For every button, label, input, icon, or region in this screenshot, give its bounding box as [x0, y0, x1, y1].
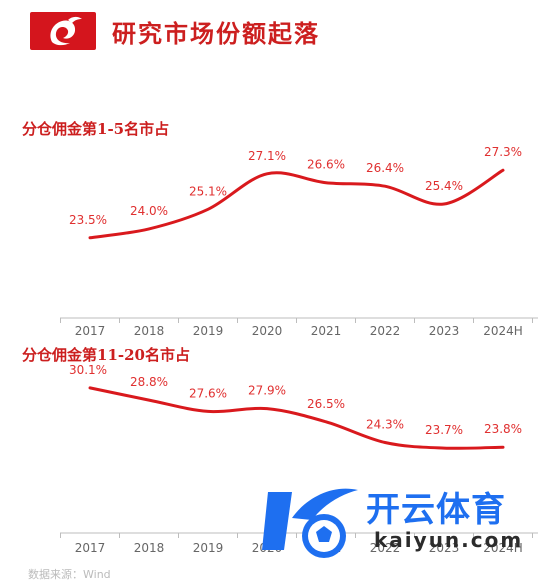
data-label: 26.5%	[307, 397, 345, 411]
data-label: 27.6%	[189, 386, 227, 400]
x-tick-label: 2023	[429, 324, 460, 338]
data-label: 23.8%	[484, 422, 522, 436]
football-k-logo-icon	[262, 488, 358, 558]
data-label: 25.4%	[425, 179, 463, 193]
data-label: 24.0%	[130, 204, 168, 218]
x-tick-label: 2024H	[483, 541, 523, 555]
x-tick-label: 2017	[75, 541, 106, 555]
watermark-text: 开云体育	[366, 490, 506, 530]
x-tick-label: 2022	[370, 541, 401, 555]
x-tick-label: 2020	[252, 324, 283, 338]
x-tick-label: 2018	[134, 541, 165, 555]
series-line-0	[88, 168, 505, 240]
x-tick-label: 2024H	[483, 324, 523, 338]
chart-title-bottom: 分仓佣金第11-20名市占	[22, 346, 190, 364]
data-label: 23.5%	[69, 213, 107, 227]
data-label: 30.1%	[69, 363, 107, 377]
data-label: 28.8%	[130, 375, 168, 389]
x-tick-label: 2019	[193, 541, 224, 555]
x-tick-label: 2021	[311, 324, 342, 338]
data-label: 27.1%	[248, 149, 286, 163]
watermark: 开云体育 kaiyun.com	[262, 474, 542, 564]
page-title: 研究市场份额起落	[112, 19, 320, 48]
red-phoenix-logo-icon	[30, 12, 96, 50]
chart-title-top: 分仓佣金第1-5名市占	[22, 120, 170, 138]
x-tick-label: 2019	[193, 324, 224, 338]
data-label: 25.1%	[189, 184, 227, 198]
data-label: 23.7%	[425, 423, 463, 437]
watermark-subtext: kaiyun.com	[374, 528, 524, 552]
x-tick-label: 2023	[429, 541, 460, 555]
data-label: 26.4%	[366, 161, 404, 175]
x-tick-label: 2017	[75, 324, 106, 338]
series-line-1	[88, 386, 505, 450]
x-tick-label: 2018	[134, 324, 165, 338]
header: 研究市场份额起落	[0, 0, 550, 68]
data-label: 24.3%	[366, 417, 404, 431]
data-label: 26.6%	[307, 158, 345, 172]
source-note: 数据来源：Wind	[28, 568, 111, 581]
data-label: 27.9%	[248, 384, 286, 398]
data-label: 27.3%	[484, 145, 522, 159]
x-tick-label: 2022	[370, 324, 401, 338]
